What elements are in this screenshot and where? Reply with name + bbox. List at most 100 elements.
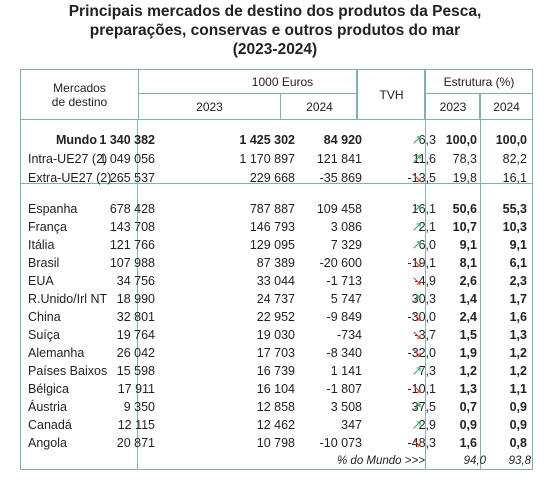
value-tvh: -13,5 <box>407 171 437 185</box>
row-name: Brasil <box>28 256 60 270</box>
page-title: Principais mercados de destino dos produ… <box>0 2 550 59</box>
arrow-down-right-icon: ↘ <box>411 309 423 324</box>
share-2023: 1,2 <box>459 364 477 378</box>
share-2024: 0,8 <box>509 436 527 450</box>
value-tvh: -10,1 <box>407 382 437 396</box>
share-2024: 10,3 <box>502 220 527 234</box>
share-2024: 82,2 <box>502 152 527 166</box>
table-row: Brasil 107 988 87 389 -20 600 -19,1 8,1 6,1 ↘ <box>20 254 533 272</box>
share-2023: 78,3 <box>452 152 477 166</box>
share-2023: 100,0 <box>445 133 477 147</box>
value-2024: 12 858 <box>256 400 295 414</box>
value-delta: 1 141 <box>330 364 362 378</box>
value-delta: -8 340 <box>326 346 362 360</box>
value-2023: 143 708 <box>109 220 155 234</box>
value-2023: 18 990 <box>116 292 155 306</box>
value-tvh: 37,5 <box>411 400 436 414</box>
row-name: Suíça <box>28 328 60 342</box>
value-tvh: 6,0 <box>418 238 436 252</box>
value-tvh: -32,0 <box>407 346 437 360</box>
share-2024: 55,3 <box>502 202 527 216</box>
value-tvh: -48,3 <box>407 436 437 450</box>
header-2023-cell: 2023 <box>138 94 280 119</box>
share-2024: 1,7 <box>509 292 527 306</box>
table-row: Países Baixos 15 598 16 739 1 141 7,3 1,2 1,2 ↗ <box>20 362 533 380</box>
value-delta: -35 869 <box>319 171 362 185</box>
arrow-down-right-icon: ↘ <box>411 435 423 450</box>
table-row: Intra-UE27 (2) 1 049 056 1 170 897 121 841 1… <box>20 150 533 168</box>
table-row: Bélgica 17 911 16 104 -1 807 -10,1 1,3 1,1 ↘ <box>20 380 533 398</box>
share-2024: 0,9 <box>509 418 527 432</box>
value-delta: 109 458 <box>316 202 362 216</box>
table-body <box>20 119 533 470</box>
value-2024: 129 095 <box>249 238 295 252</box>
arrow-down-right-icon: ↘ <box>411 255 423 270</box>
header-2024-cell: 2024 <box>280 94 358 119</box>
table-row: China 32 801 22 952 -9 849 -30,0 2,4 1,6 ↘ <box>20 308 533 326</box>
share-2024: 1,2 <box>509 364 527 378</box>
value-tvh: -19,1 <box>407 256 437 270</box>
value-2023: 265 537 <box>109 171 155 185</box>
share-2024: 0,9 <box>509 400 527 414</box>
value-2024: 1 170 897 <box>239 152 295 166</box>
value-2024: 33 044 <box>256 274 295 288</box>
table-row: Suíça 19 764 19 030 -734 -3,7 1,5 1,3 ↘ <box>20 326 533 344</box>
value-2023: 12 115 <box>117 418 155 432</box>
arrow-up-right-icon: ↗ <box>411 151 423 166</box>
footer-e2024: 93,8 <box>508 455 531 467</box>
row-name: Extra-UE27 (2) <box>28 171 112 185</box>
value-2024: 16 104 <box>256 382 295 396</box>
value-2024: 1 425 302 <box>239 133 295 147</box>
table-row: Itália 121 766 129 095 7 329 6,0 9,1 9,1 ↗ <box>20 236 533 254</box>
value-2023: 20 871 <box>116 436 155 450</box>
value-2024: 24 737 <box>256 292 295 306</box>
share-2023: 1,3 <box>459 382 477 396</box>
share-2024: 1,3 <box>509 328 527 342</box>
share-2024: 9,1 <box>509 238 527 252</box>
footer-label: % do Mundo >>> <box>337 455 425 467</box>
share-2024: 16,1 <box>502 171 527 185</box>
header-unit-cell: 1000 Euros <box>138 70 426 94</box>
header-markets-text-1: Mercados <box>53 80 106 95</box>
value-2023: 19 764 <box>116 328 155 342</box>
title-line-2: preparações, conservas e outros produtos… <box>89 22 461 39</box>
value-delta: 5 747 <box>330 292 362 306</box>
row-name: Angola <box>28 436 67 450</box>
share-2023: 50,6 <box>452 202 477 216</box>
arrow-down-right-icon: ↘ <box>411 381 423 396</box>
value-2024: 787 887 <box>249 202 295 216</box>
value-2023: 107 988 <box>109 256 155 270</box>
header-estrutura-cell: Estrutura (%) <box>425 70 532 94</box>
row-name: R.Unido/Irl NT <box>28 292 108 306</box>
arrow-up-right-icon: ↗ <box>411 291 423 306</box>
value-tvh: 2,9 <box>418 418 436 432</box>
value-delta: 7 329 <box>330 238 362 252</box>
value-tvh: 16,1 <box>411 202 436 216</box>
value-tvh: -4,9 <box>414 274 436 288</box>
value-tvh: 7,3 <box>418 364 436 378</box>
share-2024: 1,2 <box>509 346 527 360</box>
value-2024: 229 668 <box>249 171 295 185</box>
row-name: Bélgica <box>28 382 69 396</box>
arrow-up-right-icon: ↗ <box>411 219 423 234</box>
value-delta: -10 073 <box>319 436 362 450</box>
share-2024: 100,0 <box>495 133 527 147</box>
row-name: China <box>28 310 61 324</box>
arrow-down-right-icon: ↘ <box>411 170 423 185</box>
header-e2023-cell: 2023 <box>425 94 480 119</box>
table-row: Áustria 9 350 12 858 3 508 37,5 0,7 0,9 ↗ <box>20 398 533 416</box>
row-name: Espanha <box>28 202 78 216</box>
arrow-up-right-icon: ↗ <box>411 363 423 378</box>
value-tvh: -3,7 <box>414 328 436 342</box>
share-2024: 2,3 <box>509 274 527 288</box>
value-tvh: 11,6 <box>412 152 436 166</box>
header-right: TVH Estrutura (%) 2023 2024 <box>357 70 532 119</box>
table-row: R.Unido/Irl NT 18 990 24 737 5 747 30,3 1,4 1,… <box>20 290 533 308</box>
share-2024: 1,1 <box>509 382 527 396</box>
value-2023: 15 598 <box>116 364 155 378</box>
table-row: Alemanha 26 042 17 703 -8 340 -32,0 1,9 1,2 ↘ <box>20 344 533 362</box>
row-name: EUA <box>28 274 54 288</box>
value-2023: 32 801 <box>116 310 155 324</box>
table-row: EUA 34 756 33 044 -1 713 -4,9 2,6 2,3 ↘ <box>20 272 533 290</box>
title-line-1: Principais mercados de destino dos produ… <box>68 3 482 20</box>
